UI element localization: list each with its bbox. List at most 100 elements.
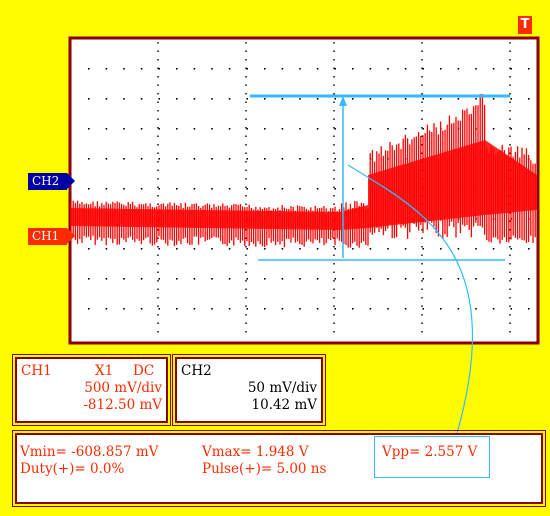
grid-dot — [123, 248, 125, 250]
grid-dot — [228, 278, 231, 280]
grid-dot — [457, 98, 460, 100]
grid-dot — [387, 278, 389, 280]
grid-dot — [105, 308, 108, 310]
grid-dot — [352, 128, 354, 130]
grid-dot — [510, 128, 512, 130]
grid-dot — [475, 98, 477, 100]
grid-dot — [281, 308, 284, 310]
ch2-settings-panel[interactable]: CH2 50 mV/div 10.42 mV — [172, 354, 326, 426]
grid-dot — [264, 128, 266, 130]
grid-dot — [528, 98, 530, 100]
grid-dot — [492, 128, 495, 130]
grid-dot — [246, 98, 248, 100]
grid-dot — [123, 308, 125, 310]
grid-dot — [334, 98, 336, 100]
pulse-readout: Pulse(+)= 5.00 ns — [202, 461, 327, 477]
grid-dot — [334, 188, 336, 190]
grid-dot — [316, 308, 319, 310]
ch1-level-marker[interactable]: CH1 — [28, 228, 75, 245]
grid-dot — [228, 308, 231, 310]
grid-dot — [140, 308, 143, 310]
grid-dot — [176, 278, 178, 280]
grid-dot — [211, 68, 213, 70]
grid-dot — [264, 98, 266, 100]
grid-dot — [88, 98, 90, 100]
grid-dot — [387, 68, 389, 70]
trigger-marker-icon[interactable]: T — [518, 16, 532, 34]
grid-dot — [404, 68, 407, 70]
grid-dot — [123, 158, 125, 160]
grid-dot — [88, 188, 90, 190]
grid-dot — [299, 158, 301, 160]
grid-dot — [510, 98, 512, 100]
ch1-settings-panel[interactable]: CH1 X1 DC 500 mV/div -812.50 mV — [12, 354, 171, 426]
grid-dot — [299, 248, 301, 250]
grid-dot — [334, 308, 336, 310]
grid-dot — [228, 248, 231, 250]
vmax-readout: Vmax= 1.948 V — [202, 444, 309, 460]
grid-dot — [404, 248, 407, 250]
grid-dot — [281, 158, 284, 160]
grid-dot — [193, 98, 196, 100]
ch1-offset: -812.50 mV — [83, 397, 162, 413]
grid-dot — [528, 68, 530, 70]
grid-dot — [369, 68, 372, 70]
grid-dot — [316, 68, 319, 70]
grid-dot — [123, 188, 125, 190]
grid-dot — [404, 278, 407, 280]
grid-dot — [316, 248, 319, 250]
grid-dot — [176, 308, 178, 310]
grid-dot — [140, 248, 143, 250]
grid-dot — [299, 98, 301, 100]
grid-dot — [352, 158, 354, 160]
grid-dot — [264, 308, 266, 310]
ch1-probe: X1 — [95, 363, 114, 379]
grid-dot — [264, 68, 266, 70]
grid-dot — [246, 128, 248, 130]
grid-dot — [510, 278, 512, 280]
grid-dot — [211, 248, 213, 250]
ch2-panel-label: CH2 — [181, 363, 212, 379]
grid-dot — [492, 68, 495, 70]
grid-dot — [281, 278, 284, 280]
grid-dot — [211, 188, 213, 190]
grid-dot — [352, 68, 354, 70]
grid-dot — [457, 278, 460, 280]
grid-dot — [528, 278, 530, 280]
grid-dot — [228, 128, 231, 130]
grid-dot — [176, 68, 178, 70]
grid-dot — [422, 128, 424, 130]
grid-dot — [334, 278, 336, 280]
grid-dot — [352, 248, 354, 250]
grid-dot — [88, 68, 90, 70]
ch1-waveform-trace — [70, 94, 537, 248]
grid-dot — [123, 98, 125, 100]
grid-dot — [264, 188, 266, 190]
grid-dot — [211, 308, 213, 310]
grid-dot — [105, 248, 108, 250]
grid-dot — [246, 278, 248, 280]
grid-dot — [123, 68, 125, 70]
grid-dot — [334, 248, 336, 250]
grid-dot — [440, 68, 442, 70]
grid-dot — [475, 248, 477, 250]
grid-dot — [352, 278, 354, 280]
ch1-scale: 500 mV/div — [84, 380, 162, 396]
grid-dot — [105, 98, 108, 100]
grid-dot — [492, 248, 495, 250]
grid-dot — [475, 308, 477, 310]
ch2-offset: 10.42 mV — [251, 397, 318, 413]
duty-readout: Duty(+)= 0.0% — [20, 461, 125, 477]
grid-dot — [176, 98, 178, 100]
grid-dot — [422, 248, 424, 250]
grid-dot — [404, 308, 407, 310]
ch2-level-marker[interactable]: CH2 — [28, 173, 75, 190]
grid-dot — [440, 308, 442, 310]
grid-dot — [211, 98, 213, 100]
grid-dot — [457, 308, 460, 310]
grid-dot — [246, 248, 248, 250]
grid-dot — [475, 278, 477, 280]
grid-dot — [281, 188, 284, 190]
grid-dot — [176, 158, 178, 160]
